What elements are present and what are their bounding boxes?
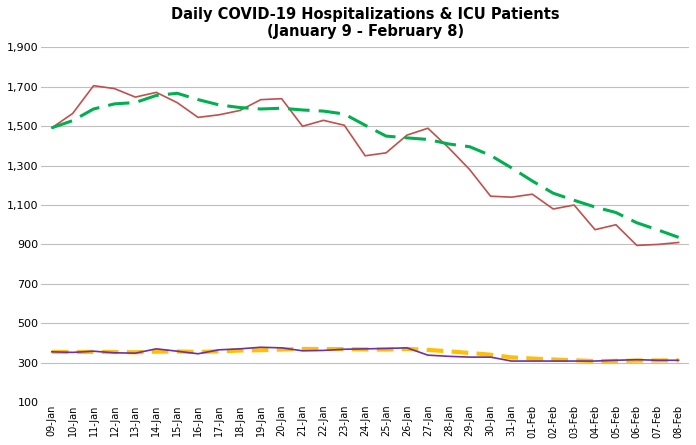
Title: Daily COVID-19 Hospitalizations & ICU Patients
(January 9 - February 8): Daily COVID-19 Hospitalizations & ICU Pa… [171,7,560,39]
